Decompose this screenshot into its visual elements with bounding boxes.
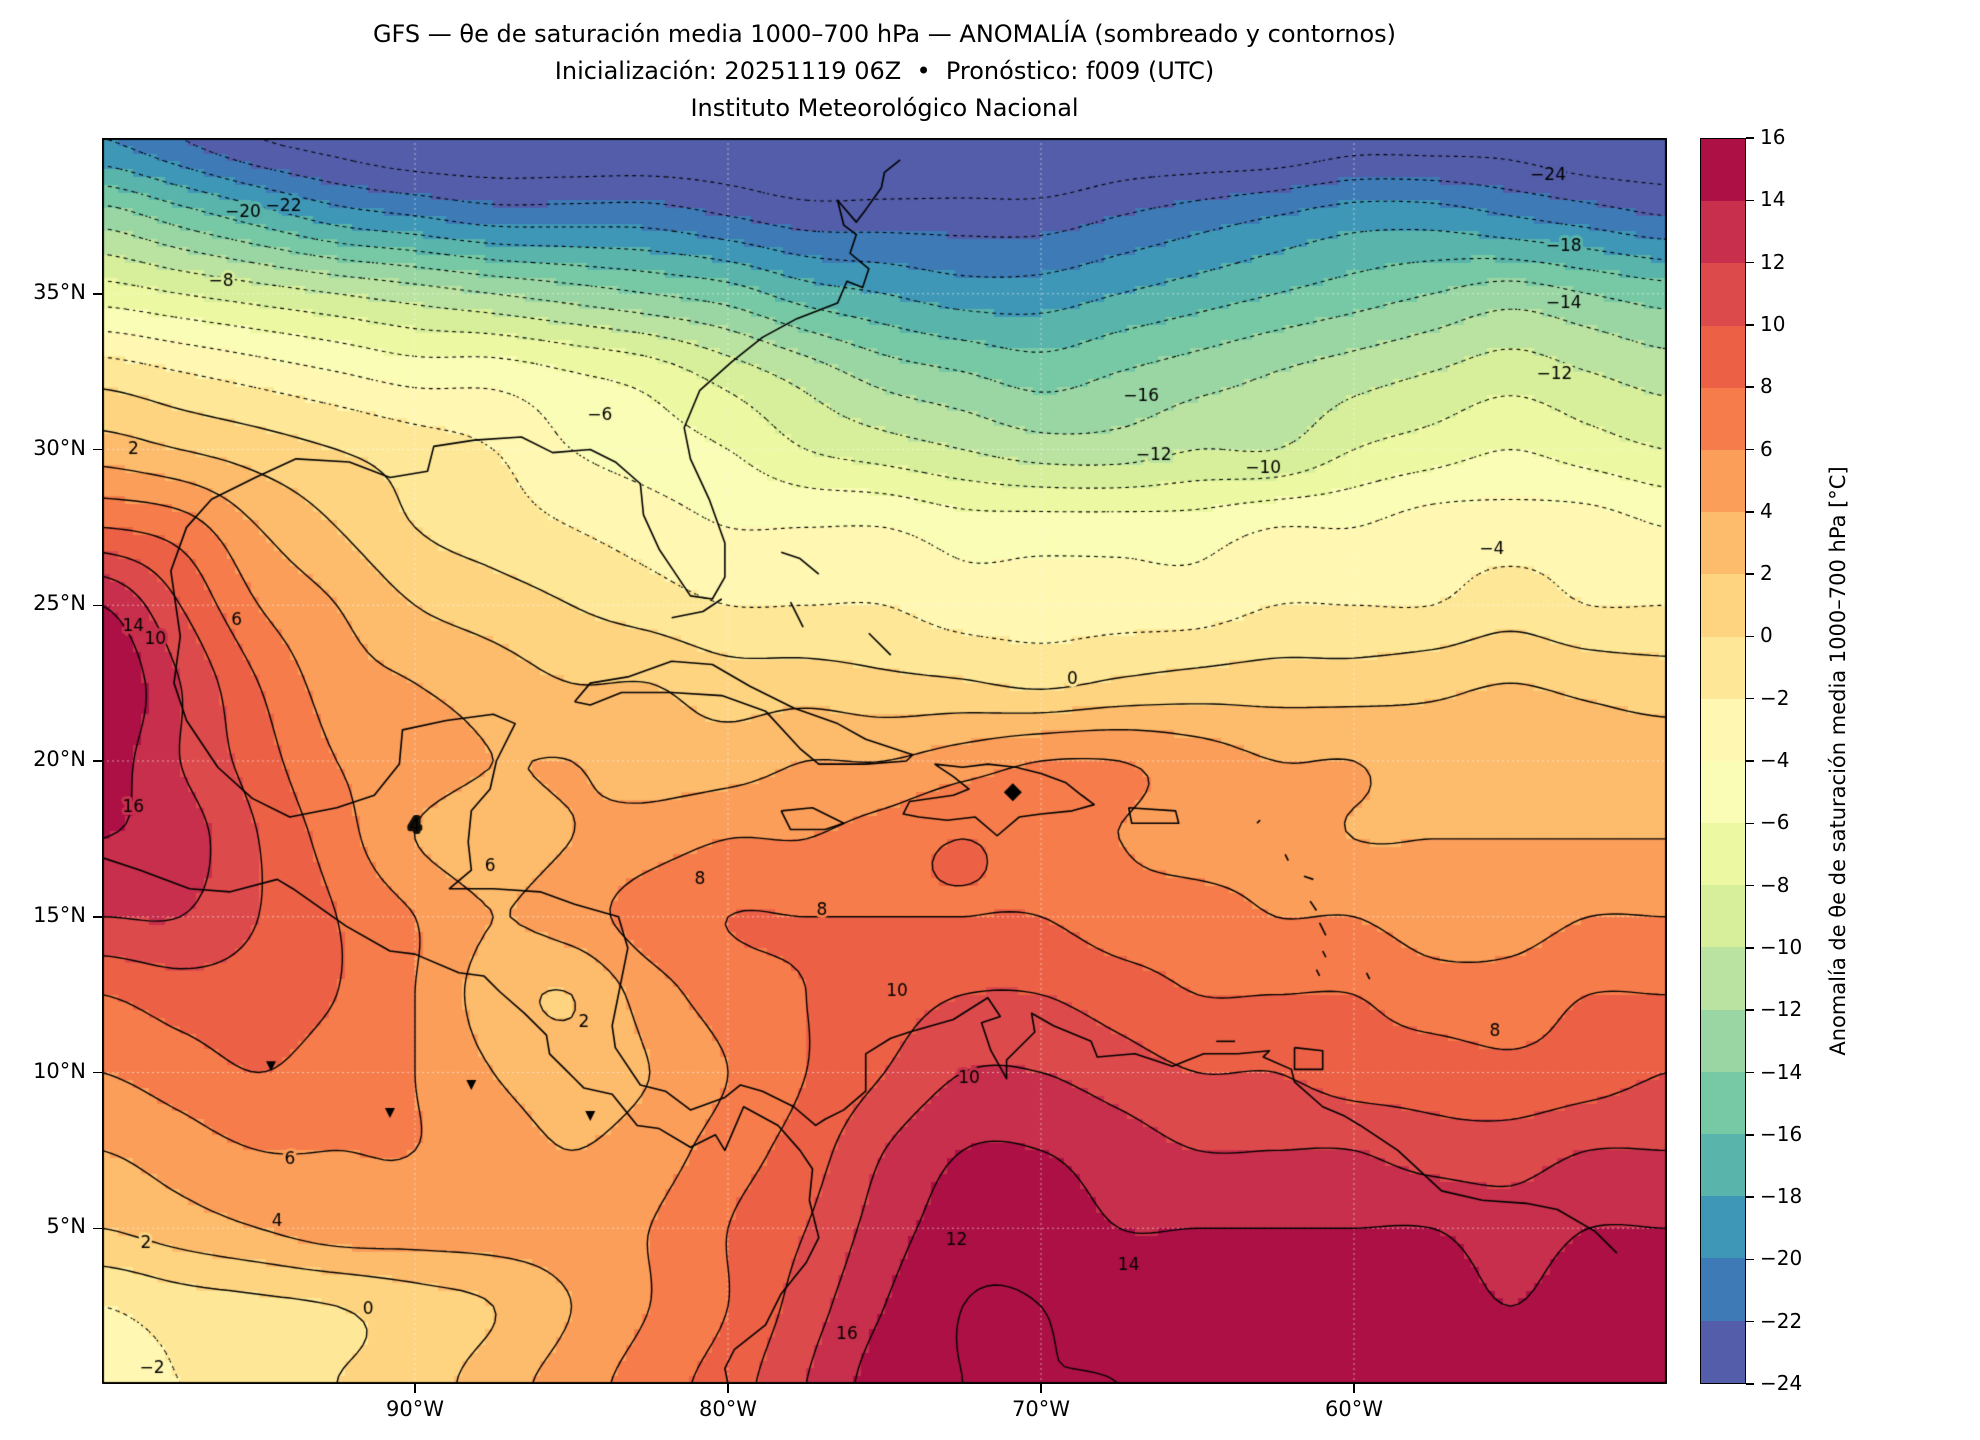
colorbar-segment <box>1701 512 1745 575</box>
y-tick-label: 20°N <box>33 747 86 771</box>
colorbar-tick-mark <box>1746 137 1754 139</box>
y-tick-mark <box>93 293 102 295</box>
y-tick-label: 5°N <box>46 1214 86 1239</box>
colorbar-tick-label: −2 <box>1760 685 1790 710</box>
colorbar-segment <box>1701 574 1745 637</box>
colorbar-tick-label: 0 <box>1760 623 1773 648</box>
colorbar-segment <box>1701 263 1745 326</box>
x-tick-mark <box>414 1384 416 1393</box>
colorbar-segment <box>1701 1134 1745 1197</box>
colorbar-tick-label: −20 <box>1760 1246 1803 1271</box>
colorbar-segment <box>1701 1320 1745 1383</box>
colorbar-tick-mark <box>1746 1071 1754 1074</box>
colorbar-segment <box>1701 1196 1745 1259</box>
colorbar-segment <box>1701 760 1745 824</box>
x-tick-mark <box>727 1384 729 1393</box>
colorbar-tick-label: −8 <box>1760 872 1790 897</box>
colorbar-tick-mark <box>1746 697 1754 700</box>
colorbar-tick-mark <box>1746 386 1754 388</box>
colorbar-tick-mark <box>1746 1009 1754 1011</box>
colorbar-tick-mark <box>1746 947 1754 949</box>
colorbar-segment <box>1701 139 1745 202</box>
colorbar-tick-mark <box>1746 1196 1754 1198</box>
y-tick-mark <box>93 760 102 762</box>
colorbar-segment <box>1701 636 1745 699</box>
colorbar-label: Anomalía de θe de saturación media 1000–… <box>1826 466 1850 1056</box>
y-tick-mark <box>93 448 102 451</box>
colorbar-tick-mark <box>1746 448 1754 451</box>
colorbar-tick-label: −10 <box>1760 934 1803 959</box>
colorbar-tick-label: −18 <box>1760 1184 1803 1209</box>
colorbar-tick-label: 8 <box>1760 374 1773 399</box>
x-tick-mark <box>1353 1384 1355 1393</box>
map-plot <box>102 138 1667 1384</box>
y-tick-label: 25°N <box>33 591 86 616</box>
colorbar-segment <box>1701 1071 1745 1134</box>
colorbar-tick-mark <box>1746 760 1754 762</box>
colorbar <box>1700 138 1746 1384</box>
colorbar-segment <box>1701 201 1745 264</box>
colorbar-tick-label: 4 <box>1760 498 1773 523</box>
colorbar-segment <box>1701 449 1745 513</box>
colorbar-tick-mark <box>1746 1383 1754 1385</box>
colorbar-tick-mark <box>1746 324 1754 326</box>
colorbar-tick-mark <box>1746 511 1754 513</box>
colorbar-tick-label: −16 <box>1760 1121 1803 1146</box>
colorbar-segment <box>1701 387 1745 450</box>
colorbar-segment <box>1701 1258 1745 1321</box>
colorbar-tick-label: −4 <box>1760 748 1790 772</box>
colorbar-segment <box>1701 885 1745 948</box>
colorbar-tick-label: −24 <box>1760 1371 1803 1395</box>
x-tick-label: 70°W <box>1012 1397 1070 1421</box>
chart-subtitle: Inicialización: 20251119 06Z • Pronóstic… <box>554 57 1215 85</box>
colorbar-tick-mark <box>1746 199 1754 202</box>
x-tick-label: 60°W <box>1325 1397 1383 1421</box>
colorbar-tick-label: 2 <box>1760 561 1773 586</box>
colorbar-tick-mark <box>1746 1258 1754 1261</box>
y-tick-label: 10°N <box>33 1058 86 1083</box>
colorbar-tick-label: −22 <box>1760 1308 1803 1333</box>
colorbar-tick-label: 10 <box>1760 311 1786 336</box>
colorbar-tick-label: 16 <box>1760 125 1786 149</box>
y-tick-label: 15°N <box>33 902 86 927</box>
colorbar-tick-label: −6 <box>1760 810 1790 835</box>
y-tick-mark <box>93 1071 102 1074</box>
colorbar-tick-mark <box>1746 261 1754 264</box>
y-tick-label: 30°N <box>33 435 86 460</box>
colorbar-tick-mark <box>1746 635 1754 638</box>
colorbar-tick-mark <box>1746 1134 1754 1136</box>
chart-title: GFS — θe de saturación media 1000–700 hP… <box>372 20 1397 48</box>
colorbar-segment <box>1701 947 1745 1010</box>
y-tick-mark <box>93 604 102 606</box>
colorbar-segment <box>1701 698 1745 761</box>
colorbar-segment <box>1701 325 1745 388</box>
y-tick-label: 35°N <box>33 279 86 304</box>
colorbar-tick-label: −14 <box>1760 1059 1803 1084</box>
x-tick-mark <box>1040 1384 1042 1393</box>
y-tick-mark <box>93 916 102 918</box>
colorbar-tick-mark <box>1746 573 1754 575</box>
y-tick-mark <box>93 1227 102 1229</box>
x-tick-label: 90°W <box>386 1397 444 1421</box>
colorbar-tick-mark <box>1746 884 1754 887</box>
colorbar-tick-mark <box>1746 822 1754 825</box>
title-block: GFS — θe de saturación media 1000–700 hP… <box>102 16 1667 127</box>
colorbar-tick-label: 12 <box>1760 249 1786 274</box>
colorbar-segment <box>1701 1009 1745 1072</box>
colorbar-tick-mark <box>1746 1320 1754 1323</box>
chart-institution: Instituto Meteorológico Nacional <box>690 94 1079 122</box>
colorbar-tick-label: 6 <box>1760 436 1773 461</box>
colorbar-tick-label: −12 <box>1760 997 1803 1022</box>
colorbar-segment <box>1701 823 1745 886</box>
x-tick-label: 80°W <box>699 1397 757 1421</box>
colorbar-tick-label: 14 <box>1760 187 1786 212</box>
